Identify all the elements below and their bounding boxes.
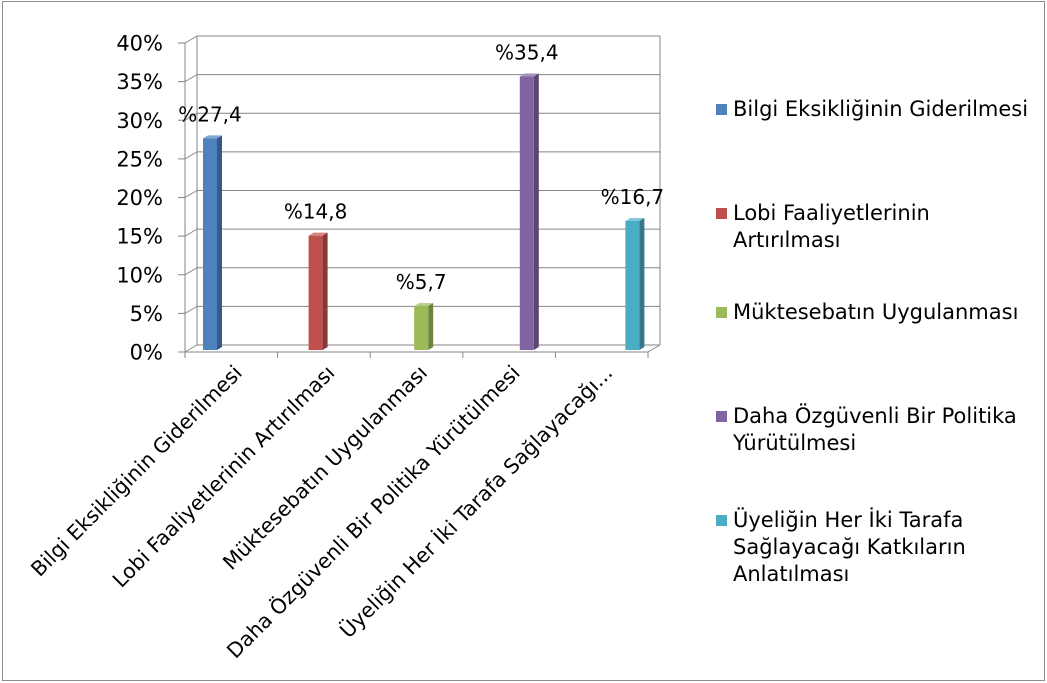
bar-3-front bbox=[414, 305, 429, 350]
bar-1-top bbox=[203, 135, 222, 139]
bar-2-side bbox=[322, 232, 328, 350]
side-wall-gridline-30 bbox=[184, 112, 198, 121]
legend-label-5: Üyeliğin Her İki Tarafa Sağlayacağı Katk… bbox=[733, 508, 966, 586]
y-tick-label-40: 40% bbox=[116, 32, 163, 56]
bar-2-front bbox=[308, 235, 323, 350]
side-wall-gridline-40 bbox=[184, 35, 198, 44]
bar-1 bbox=[203, 135, 222, 350]
bar-3-top bbox=[414, 302, 434, 306]
bar-4-top bbox=[519, 73, 539, 77]
data-label-5: %16,7 bbox=[601, 185, 665, 209]
legend-item-2: Lobi Faaliyetlerinin Artırılması bbox=[716, 200, 1038, 254]
bar-4 bbox=[519, 73, 539, 350]
bar-2-top bbox=[308, 232, 328, 236]
bar-2 bbox=[308, 232, 328, 350]
legend-swatch-5 bbox=[716, 515, 727, 526]
bar-5-front bbox=[625, 220, 640, 350]
floor-right-edge bbox=[647, 344, 661, 353]
side-wall-gridline-0 bbox=[184, 344, 198, 353]
bar-5 bbox=[625, 217, 645, 350]
y-tick-label-0: 0% bbox=[130, 341, 163, 365]
legend-item-3: Müktesebatın Uygulanması bbox=[716, 299, 1038, 326]
y-tick-label-30: 30% bbox=[116, 109, 163, 133]
side-wall-gridline-5 bbox=[184, 305, 198, 314]
side-wall-gridline-20 bbox=[184, 190, 198, 198]
bar-5-top bbox=[625, 217, 645, 221]
y-tick-label-10: 10% bbox=[116, 263, 163, 287]
legend-swatch-1 bbox=[716, 104, 727, 115]
bar-4-front bbox=[519, 76, 534, 350]
y-tick-label-15: 15% bbox=[116, 225, 163, 249]
legend-label-2: Lobi Faaliyetlerinin Artırılması bbox=[733, 201, 930, 252]
bar-5-side bbox=[639, 217, 645, 350]
legend-swatch-4 bbox=[716, 411, 727, 422]
y-tick-label-25: 25% bbox=[116, 147, 163, 171]
side-wall-gridline-35 bbox=[184, 74, 198, 83]
data-label-2: %14,8 bbox=[284, 200, 348, 224]
side-wall-gridline-25 bbox=[184, 151, 198, 160]
legend-swatch-3 bbox=[716, 307, 727, 318]
bar-1-front bbox=[203, 138, 217, 350]
legend-label-3: Müktesebatın Uygulanması bbox=[733, 300, 1019, 324]
bar-3 bbox=[414, 302, 434, 350]
legend-item-4: Daha Özgüvenli Bir Politika Yürütülmesi bbox=[716, 403, 1038, 457]
legend-label-1: Bilgi Eksikliğinin Giderilmesi bbox=[733, 97, 1029, 121]
legend-swatch-2 bbox=[716, 208, 727, 219]
y-tick-label-20: 20% bbox=[116, 186, 163, 210]
side-wall-gridline-15 bbox=[184, 228, 198, 237]
data-label-3: %5,7 bbox=[396, 270, 447, 294]
legend-item-1: Bilgi Eksikliğinin Giderilmesi bbox=[716, 96, 1038, 123]
y-tick-label-5: 5% bbox=[130, 302, 163, 326]
side-wall-gridline-10 bbox=[184, 267, 198, 276]
legend-item-5: Üyeliğin Her İki Tarafa Sağlayacağı Katk… bbox=[716, 507, 1038, 588]
legend-label-4: Daha Özgüvenli Bir Politika Yürütülmesi bbox=[733, 404, 1017, 455]
y-tick-label-35: 35% bbox=[116, 70, 163, 94]
data-label-4: %35,4 bbox=[495, 41, 559, 65]
bar-1-side bbox=[217, 135, 222, 350]
bar-4-side bbox=[533, 73, 539, 350]
bar-3-side bbox=[428, 302, 434, 350]
data-label-1: %27,4 bbox=[178, 102, 242, 126]
